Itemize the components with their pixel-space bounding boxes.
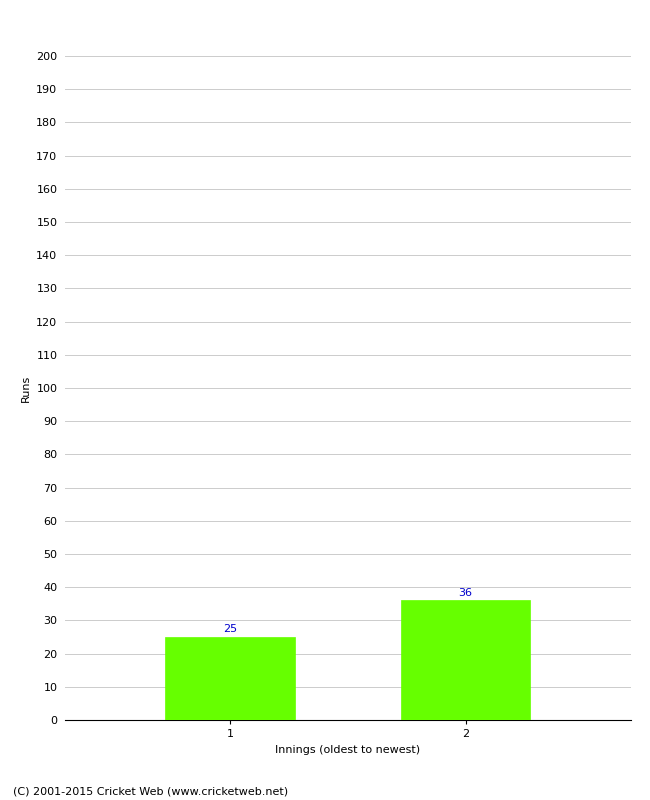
X-axis label: Innings (oldest to newest): Innings (oldest to newest) <box>275 745 421 754</box>
Text: 36: 36 <box>458 588 473 598</box>
Text: (C) 2001-2015 Cricket Web (www.cricketweb.net): (C) 2001-2015 Cricket Web (www.cricketwe… <box>13 786 288 796</box>
Text: 25: 25 <box>223 624 237 634</box>
Bar <box>401 601 530 720</box>
Bar <box>165 637 294 720</box>
Y-axis label: Runs: Runs <box>21 374 31 402</box>
